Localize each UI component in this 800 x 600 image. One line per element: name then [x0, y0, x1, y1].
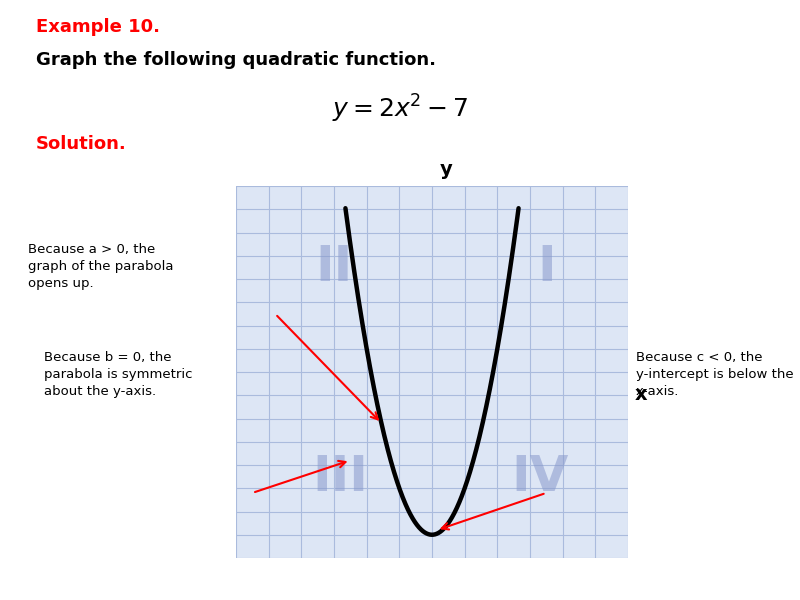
Text: I: I — [537, 244, 556, 292]
Text: Solution.: Solution. — [36, 135, 126, 153]
Text: Example 10.: Example 10. — [36, 18, 160, 36]
Text: Because a > 0, the
graph of the parabola
opens up.: Because a > 0, the graph of the parabola… — [28, 243, 174, 290]
Text: Because c < 0, the
y-intercept is below the
x-axis.: Because c < 0, the y-intercept is below … — [636, 351, 794, 398]
Text: $y = 2x^2 - 7$: $y = 2x^2 - 7$ — [332, 93, 468, 125]
Text: y: y — [440, 160, 453, 179]
Text: Graph the following quadratic function.: Graph the following quadratic function. — [36, 51, 436, 69]
Text: IV: IV — [511, 452, 569, 500]
Text: III: III — [313, 452, 369, 500]
Text: x: x — [634, 385, 647, 404]
Text: Because b = 0, the
parabola is symmetric
about the y-axis.: Because b = 0, the parabola is symmetric… — [44, 351, 193, 398]
Text: II: II — [315, 244, 353, 292]
